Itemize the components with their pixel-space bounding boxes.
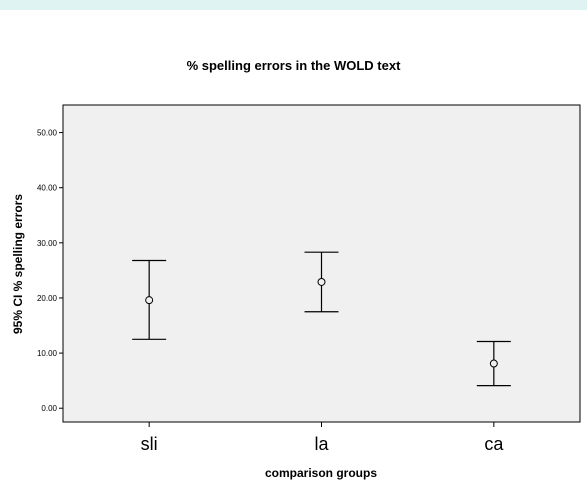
y-tick-label: 30.00 <box>37 239 58 248</box>
mean-point <box>145 296 154 305</box>
y-axis-ticks: 0.00 10.00 20.00 30.00 40.00 50.00 <box>37 129 63 413</box>
y-axis-title: 95% CI % spelling errors <box>11 194 25 334</box>
x-axis-title: comparison groups <box>265 466 377 480</box>
x-tick-label: la <box>314 434 329 454</box>
y-tick-label: 10.00 <box>37 349 58 358</box>
y-tick-label: 40.00 <box>37 184 58 193</box>
mean-point <box>489 359 498 368</box>
x-tick-label: ca <box>484 434 504 454</box>
y-tick-label: 20.00 <box>37 294 58 303</box>
chart-title: % spelling errors in the WOLD text <box>186 58 401 73</box>
y-tick-label: 50.00 <box>37 129 58 138</box>
y-tick-label: 0.00 <box>41 404 57 413</box>
x-tick-label: sli <box>141 434 158 454</box>
x-axis-ticks: sli la ca <box>141 422 504 454</box>
error-bars <box>132 251 511 387</box>
top-band <box>0 0 587 10</box>
mean-point <box>317 277 326 286</box>
